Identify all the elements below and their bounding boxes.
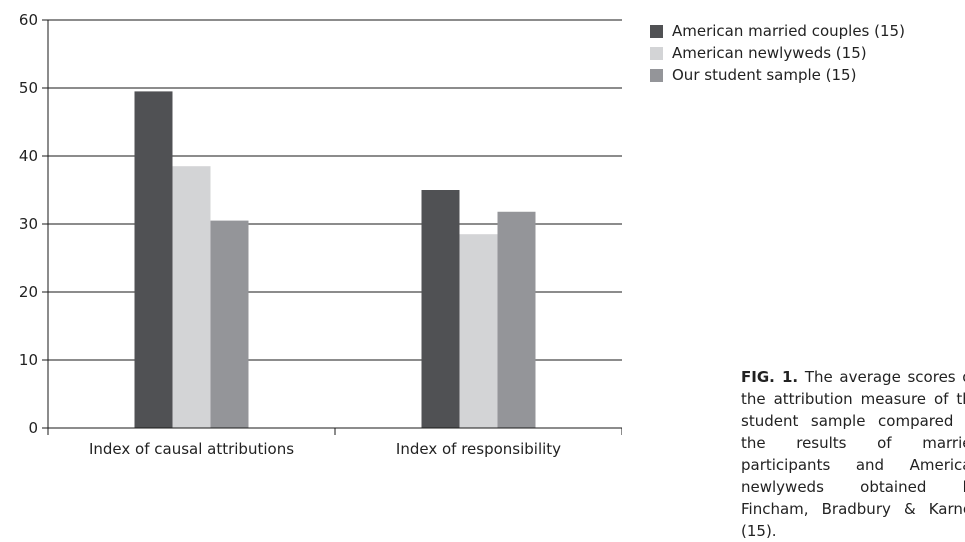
bar-2-1 bbox=[497, 211, 536, 428]
legend-label-married: American married couples (15) bbox=[672, 22, 905, 40]
legend: American married couples (15) American n… bbox=[650, 20, 905, 86]
legend-swatch-student bbox=[650, 68, 663, 82]
x-category-label-1: Index of responsibility bbox=[396, 440, 561, 458]
figure-caption: FIG. 1. The average scores on the attrib… bbox=[741, 366, 965, 542]
gridlines bbox=[48, 19, 622, 361]
legend-item-student: Our student sample (15) bbox=[650, 64, 905, 86]
legend-item-newlyweds: American newlyweds (15) bbox=[650, 42, 905, 64]
x-category-label-0: Index of causal attributions bbox=[89, 440, 294, 458]
y-tick-label-0: 0 bbox=[28, 419, 38, 437]
caption-text: The average scores on the attribution me… bbox=[741, 368, 965, 540]
y-tick-label-30: 30 bbox=[19, 215, 38, 233]
legend-label-student: Our student sample (15) bbox=[672, 66, 857, 84]
bar-1-1 bbox=[459, 234, 498, 428]
y-tick-label-40: 40 bbox=[19, 147, 38, 165]
legend-label-newlyweds: American newlyweds (15) bbox=[672, 44, 867, 62]
legend-swatch-married bbox=[650, 24, 663, 38]
legend-swatch-newlyweds bbox=[650, 46, 663, 60]
bar-2-0 bbox=[210, 220, 249, 428]
bars bbox=[134, 91, 536, 429]
axes bbox=[47, 20, 622, 435]
bar-chart: 0 10 20 30 40 50 60 Index of causal attributio… bbox=[19, 11, 622, 458]
y-tick-label-50: 50 bbox=[19, 79, 38, 97]
legend-item-married: American married couples (15) bbox=[650, 20, 905, 42]
bar-0-0 bbox=[134, 91, 173, 429]
bar-1-0 bbox=[172, 166, 211, 428]
y-tick-label-20: 20 bbox=[19, 283, 38, 301]
y-tick-label-60: 60 bbox=[19, 11, 38, 29]
x-axis-category-labels: Index of causal attributions Index of res… bbox=[89, 440, 561, 458]
y-tick-label-10: 10 bbox=[19, 351, 38, 369]
y-axis-ticks: 0 10 20 30 40 50 60 bbox=[19, 11, 48, 437]
bar-0-1 bbox=[421, 190, 460, 428]
caption-tag: FIG. 1. bbox=[741, 368, 799, 386]
